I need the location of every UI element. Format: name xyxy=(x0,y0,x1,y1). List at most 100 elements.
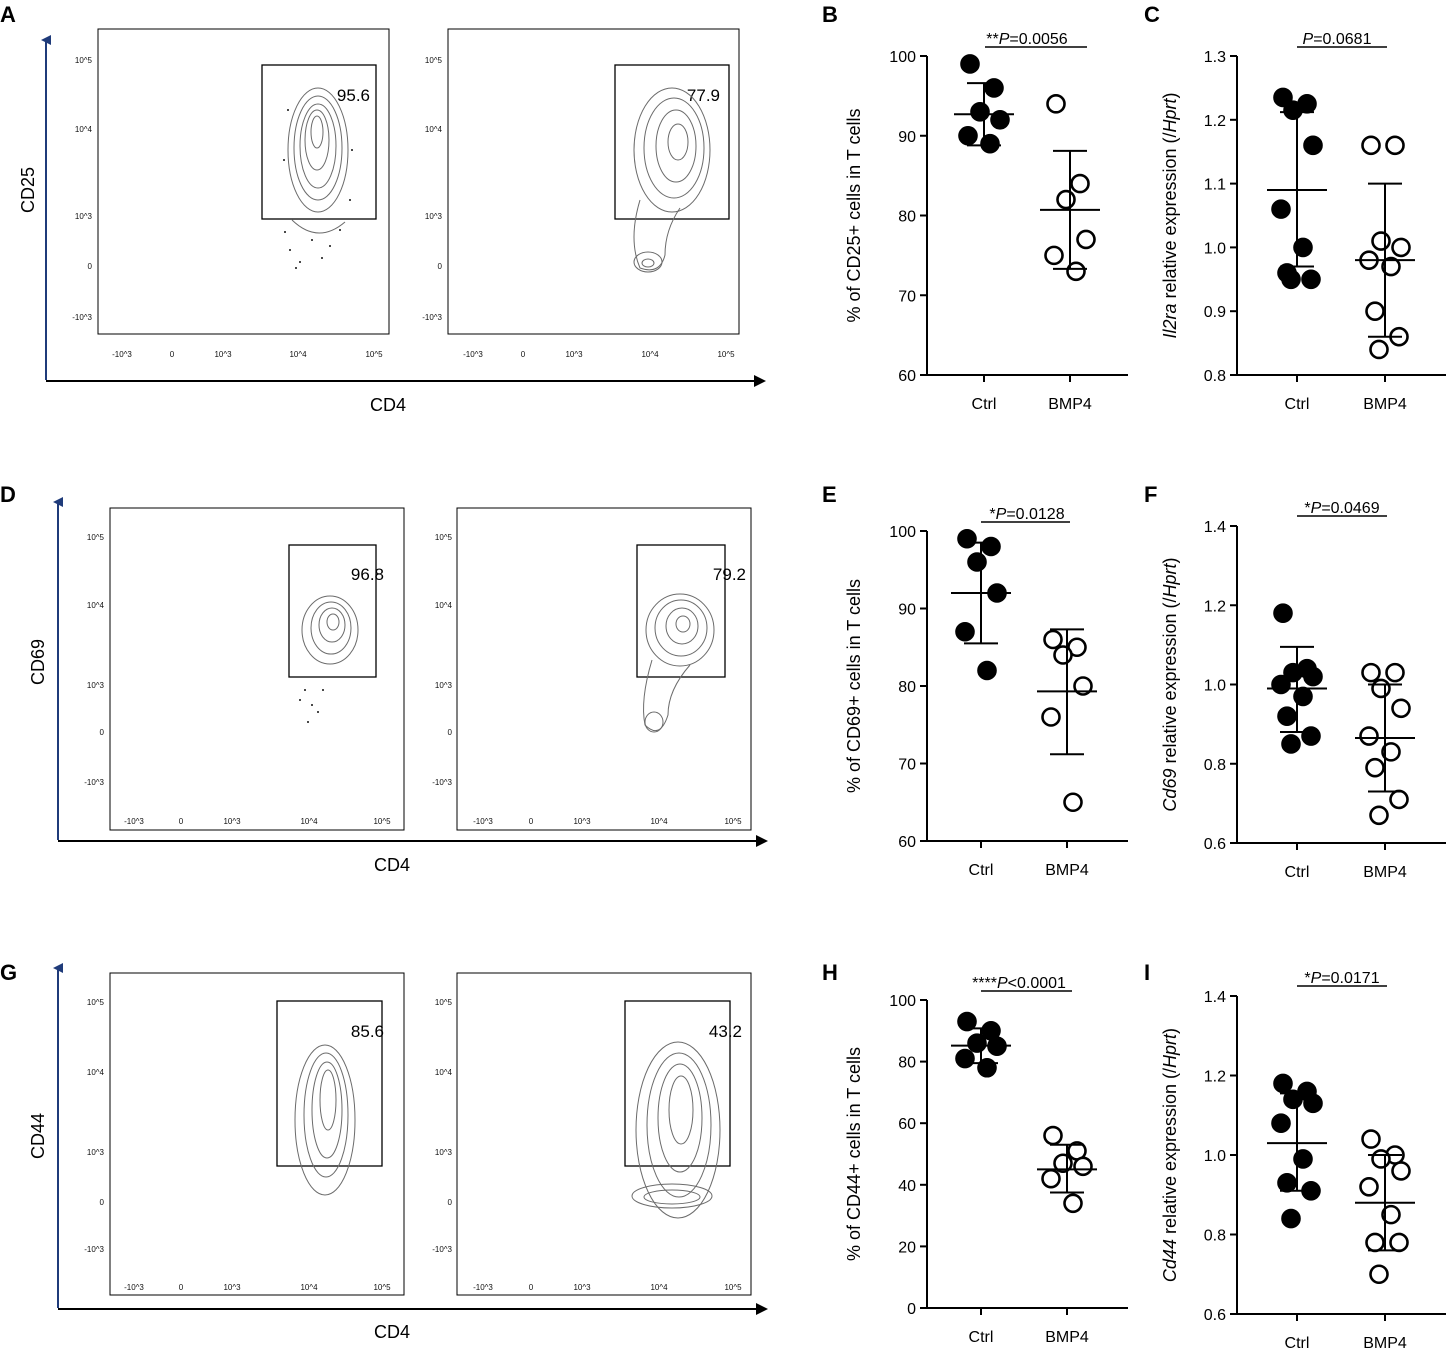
contour-population xyxy=(287,87,349,234)
p-symbol: P xyxy=(1303,31,1314,48)
tick: 0 xyxy=(100,1198,105,1207)
x-ticks: -10^3 0 10^3 10^4 10^5 xyxy=(473,1283,742,1292)
tick: -10^3 xyxy=(124,1283,144,1292)
tick: 0 xyxy=(88,262,93,271)
tick: 10^4 xyxy=(87,1068,105,1077)
plot-frame xyxy=(447,28,740,335)
ctrl-point xyxy=(1283,100,1303,121)
x-ticks: -10^3 0 10^3 10^4 10^5 xyxy=(463,350,735,359)
y-tick-label: 0 xyxy=(907,1301,916,1318)
ctrl-point xyxy=(1271,1113,1291,1133)
plot-frame xyxy=(109,507,405,831)
y-axis-title-text: relative expression (/ xyxy=(1160,1068,1180,1239)
x-tick-label: Ctrl xyxy=(969,862,994,879)
y-tick-label: 100 xyxy=(889,993,916,1010)
plot-frame xyxy=(456,972,752,1296)
tick: 0 xyxy=(448,728,453,737)
bmp4-point xyxy=(1365,301,1385,322)
x-marker-label: CD4 xyxy=(374,1322,410,1342)
y-axis-title-text: relative expression (/ xyxy=(1160,132,1180,303)
panel-letter-b: B xyxy=(822,2,838,27)
bmp4-point xyxy=(1369,1264,1389,1285)
flow-plot-ctrl: 95.6 10^5 10^4 10^3 0 -10^3 -10 xyxy=(72,28,390,359)
scatter-panel-f: F 0.6 0.8 1.0 1.2 1.4 Ctrl BMP4 Cd69 relative ex… xyxy=(1144,482,1446,881)
y-axis-title-end: ) xyxy=(1160,92,1180,98)
gate xyxy=(276,1000,383,1167)
ctrl-point xyxy=(1303,666,1323,687)
p-value-label: *P=0.0128 xyxy=(989,506,1064,523)
tick: 10^3 xyxy=(573,1283,591,1292)
x-tick-label: BMP4 xyxy=(1045,1329,1089,1346)
panel-letter-a: A xyxy=(0,2,16,27)
y-axis-title: Il2ra relative expression (/Hprt) xyxy=(1160,92,1180,338)
plot-frame xyxy=(456,507,752,831)
gate-value: 43.2 xyxy=(709,1022,742,1041)
tick: 10^5 xyxy=(435,998,453,1007)
y-tick-label: 60 xyxy=(898,1116,916,1133)
tick: 10^5 xyxy=(365,350,383,359)
ctrl-point xyxy=(955,621,975,642)
bmp4-point xyxy=(1041,707,1061,727)
flow-plot-bmp4: 79.2 10^5 10^4 10^3 0 -10^3 -10^3 0 10^3… xyxy=(432,507,752,831)
bmp4-point xyxy=(1046,94,1066,114)
y-tick-label: 60 xyxy=(898,368,916,385)
ctrl-point xyxy=(957,1011,977,1032)
bmp4-point xyxy=(1073,1156,1093,1177)
y-axis-title: % of CD25+ cells in T cells xyxy=(844,109,864,323)
ctrl-point xyxy=(981,536,1001,557)
p-symbol: P xyxy=(999,31,1010,48)
tick: 10^3 xyxy=(87,1148,105,1157)
y-axis-title-gene: Cd69 xyxy=(1160,769,1180,812)
y-axis-title-end: ) xyxy=(1160,1028,1180,1034)
y-tick-label: 0.8 xyxy=(1204,368,1226,385)
flow-plot-bmp4: 77.9 10^5 10^4 10^3 0 -10^3 -10^3 0 10^3… xyxy=(422,28,740,359)
bmp4-point xyxy=(1066,261,1086,282)
bmp4-point xyxy=(1056,189,1076,210)
x-ticks: -10^3 0 10^3 10^4 10^5 xyxy=(473,817,742,826)
bmp4-point xyxy=(1369,805,1389,826)
ctrl-point xyxy=(1271,674,1291,695)
p-symbol: P xyxy=(1311,970,1322,987)
gate-value: 85.6 xyxy=(351,1022,384,1041)
ctrl-point xyxy=(1303,135,1323,156)
ctrl-point xyxy=(1273,603,1293,623)
gate-value: 79.2 xyxy=(713,565,746,584)
bmp4-point xyxy=(1365,757,1385,778)
p-symbol: P xyxy=(1311,500,1322,517)
panel-letter-d: D xyxy=(0,482,16,507)
y-ticks: 10^5 10^4 10^3 0 -10^3 xyxy=(432,998,452,1254)
y-tick-label: 100 xyxy=(889,49,916,66)
x-ticks: -10^3 0 10^3 10^4 10^5 xyxy=(124,1283,391,1292)
bmp4-point xyxy=(1361,662,1381,683)
bmp4-point xyxy=(1359,726,1379,746)
tick: 10^4 xyxy=(425,125,443,134)
y-axis-title-text: relative expression (/ xyxy=(1160,597,1180,768)
p-value: =0.0171 xyxy=(1321,970,1379,987)
y-tick-label: 1.0 xyxy=(1204,240,1226,257)
ctrl-point xyxy=(955,1048,975,1069)
y-axis-title-end: ) xyxy=(1160,557,1180,563)
ctrl-point xyxy=(984,78,1004,98)
tick: 0 xyxy=(170,350,175,359)
y-tick-label: 40 xyxy=(898,1178,916,1195)
bmp4-point xyxy=(1043,629,1063,650)
tick: 10^4 xyxy=(650,1283,668,1292)
bmp4-point xyxy=(1359,1177,1379,1197)
y-tick-label: 80 xyxy=(898,1055,916,1072)
tick: 10^4 xyxy=(87,601,105,610)
y-axis-title-ref: Hprt xyxy=(1160,97,1180,132)
ctrl-point xyxy=(980,133,1000,154)
tick: 10^4 xyxy=(75,125,93,134)
bmp4-point xyxy=(1044,245,1064,266)
tick: 10^5 xyxy=(435,533,453,542)
scatter-panel-c: C 0.8 0.9 1.0 1.1 1.2 1.3 Ctrl BMP4 Il2ra relativ… xyxy=(1144,2,1446,413)
contour-population xyxy=(294,1044,356,1196)
bmp4-point xyxy=(1381,256,1401,277)
tick: 10^4 xyxy=(650,817,668,826)
ctrl-point xyxy=(970,102,990,122)
bmp4-point xyxy=(1385,135,1405,156)
ctrl-point xyxy=(957,528,977,549)
y-tick-label: 0.8 xyxy=(1204,757,1226,774)
tick: 10^3 xyxy=(573,817,591,826)
y-tick-label: 0.6 xyxy=(1204,836,1226,853)
